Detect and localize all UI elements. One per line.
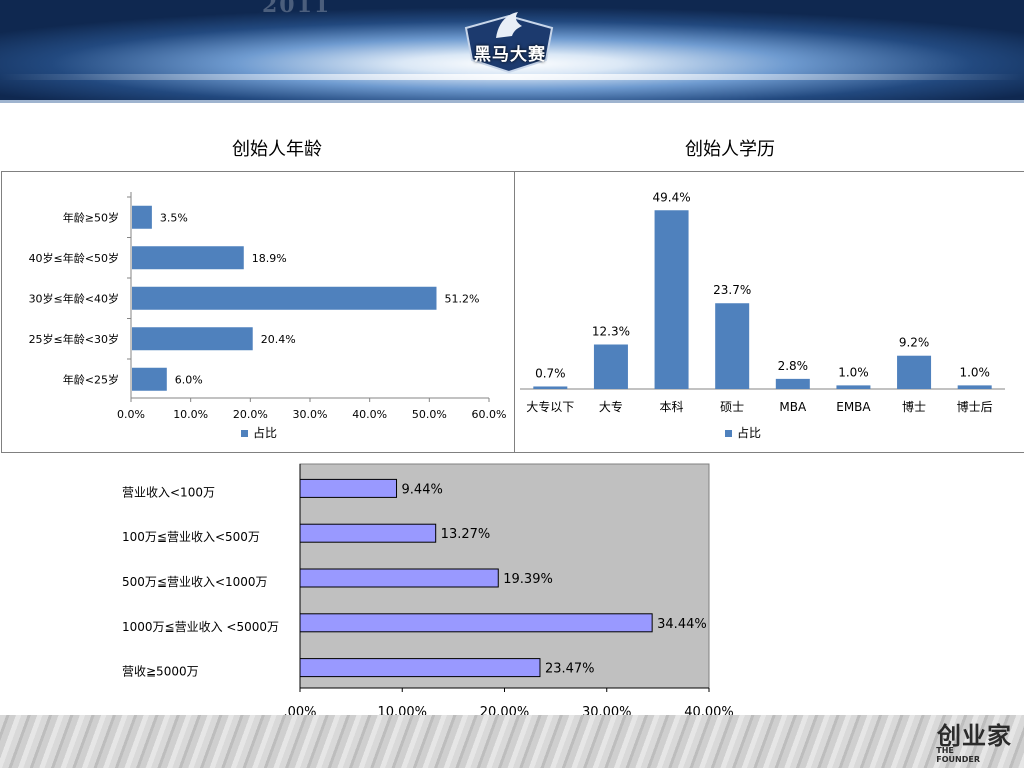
- category-label: EMBA: [836, 400, 871, 414]
- bar: [299, 658, 541, 678]
- category-label: 博士后: [957, 399, 993, 414]
- brand-name-en: THE FOUNDER: [936, 746, 980, 764]
- age-chart: 0.0% 10.0% 20.0% 30.0% 40.0% 50.0% 60.0% 3.5% 年龄…: [29, 192, 507, 440]
- bar: [299, 568, 499, 588]
- category-label: 1000万≦营业收入 <5000万: [122, 620, 279, 634]
- brand-name-cn: 创业家: [937, 722, 1012, 750]
- light-streak: [0, 74, 1024, 80]
- data-label: 34.44%: [657, 617, 707, 632]
- bar: [836, 385, 871, 389]
- data-label: 2.8%: [778, 359, 809, 373]
- dark-horse-logo: [464, 12, 554, 74]
- data-label: 1.0%: [959, 365, 990, 379]
- data-label: 13.27%: [441, 527, 491, 542]
- bar: [715, 303, 750, 389]
- category-label: 30岁≤年龄<40岁: [29, 291, 119, 305]
- category-label: MBA: [779, 400, 807, 414]
- category-label: 博士: [902, 399, 926, 414]
- category-label: 营业收入<100万: [122, 485, 215, 499]
- bar: [132, 246, 244, 270]
- category-label: 大专以下: [526, 399, 574, 414]
- x-tick-label: 20.0%: [233, 408, 268, 421]
- category-label: 500万≦营业收入<1000万: [122, 575, 268, 589]
- education-chart-title: 创始人学历: [685, 139, 775, 160]
- category-label: 25岁≤年龄<30岁: [29, 332, 119, 346]
- bar: [299, 523, 437, 543]
- data-label: 6.0%: [175, 373, 203, 386]
- x-tick-label: 60.0%: [472, 408, 507, 421]
- bar: [299, 613, 653, 633]
- bar: [593, 344, 628, 389]
- bar: [132, 367, 167, 391]
- data-label: 1.0%: [838, 365, 869, 379]
- bar: [132, 286, 437, 310]
- education-chart: 0.7% 大专以下 12.3% 大专 49.4% 本科 23.7% 硕士 2.8% MBA 1.0%…: [520, 190, 1005, 440]
- x-tick-label: 30.0%: [293, 408, 328, 421]
- bar: [299, 478, 398, 498]
- legend-swatch: [241, 430, 248, 437]
- data-label: 23.7%: [713, 283, 751, 297]
- age-chart-panel: 0.0% 10.0% 20.0% 30.0% 40.0% 50.0% 60.0% 3.5% 年龄…: [1, 171, 515, 453]
- data-label: 12.3%: [592, 324, 630, 338]
- header-year: 2011: [262, 0, 332, 18]
- education-chart-panel: 0.7% 大专以下 12.3% 大专 49.4% 本科 23.7% 硕士 2.8% MBA 1.0%…: [514, 171, 1024, 453]
- brand-en-line2: FOUNDER: [936, 755, 980, 764]
- revenue-chart: .00% 10.00% 20.00% 30.00% 40.00%9.44%营业收入<10…: [122, 463, 734, 720]
- data-label: 19.39%: [503, 572, 553, 587]
- category-label: 营收≧5000万: [122, 665, 199, 679]
- header-divider: [0, 100, 1024, 103]
- bar: [897, 355, 932, 389]
- legend-label: 占比: [253, 425, 277, 440]
- bar: [132, 327, 253, 351]
- data-label: 9.44%: [402, 482, 443, 497]
- data-label: 18.9%: [252, 252, 287, 265]
- brand-en-line1: THE: [936, 746, 954, 755]
- bar: [132, 205, 152, 229]
- bar: [775, 378, 810, 389]
- data-label: 51.2%: [444, 292, 479, 305]
- category-label: 本科: [660, 400, 684, 414]
- category-label: 年龄<25岁: [63, 372, 119, 386]
- age-chart-title: 创始人年龄: [232, 139, 322, 160]
- category-label: 硕士: [720, 400, 744, 414]
- data-label: 9.2%: [899, 336, 930, 350]
- data-label: 3.5%: [160, 211, 188, 224]
- category-label: 100万≦营业收入<500万: [122, 530, 260, 544]
- legend-label: 占比: [737, 425, 761, 440]
- logo-text: 黑马大赛: [474, 45, 546, 65]
- x-tick-label: 10.0%: [173, 408, 208, 421]
- category-label: 大专: [599, 399, 623, 414]
- data-label: 0.7%: [535, 366, 566, 380]
- bar: [654, 210, 689, 389]
- footer-band: [0, 715, 1024, 768]
- x-tick-label: 50.0%: [412, 408, 447, 421]
- bar: [957, 385, 992, 389]
- data-label: 20.4%: [261, 333, 296, 346]
- bar: [533, 386, 568, 389]
- category-label: 年龄≥50岁: [63, 210, 119, 224]
- x-tick-label: 40.0%: [352, 408, 387, 421]
- legend-swatch: [725, 430, 732, 437]
- x-tick-label: 0.0%: [117, 408, 145, 421]
- category-label: 40岁≤年龄<50岁: [29, 251, 119, 265]
- data-label: 49.4%: [653, 190, 691, 204]
- data-label: 23.47%: [545, 662, 595, 677]
